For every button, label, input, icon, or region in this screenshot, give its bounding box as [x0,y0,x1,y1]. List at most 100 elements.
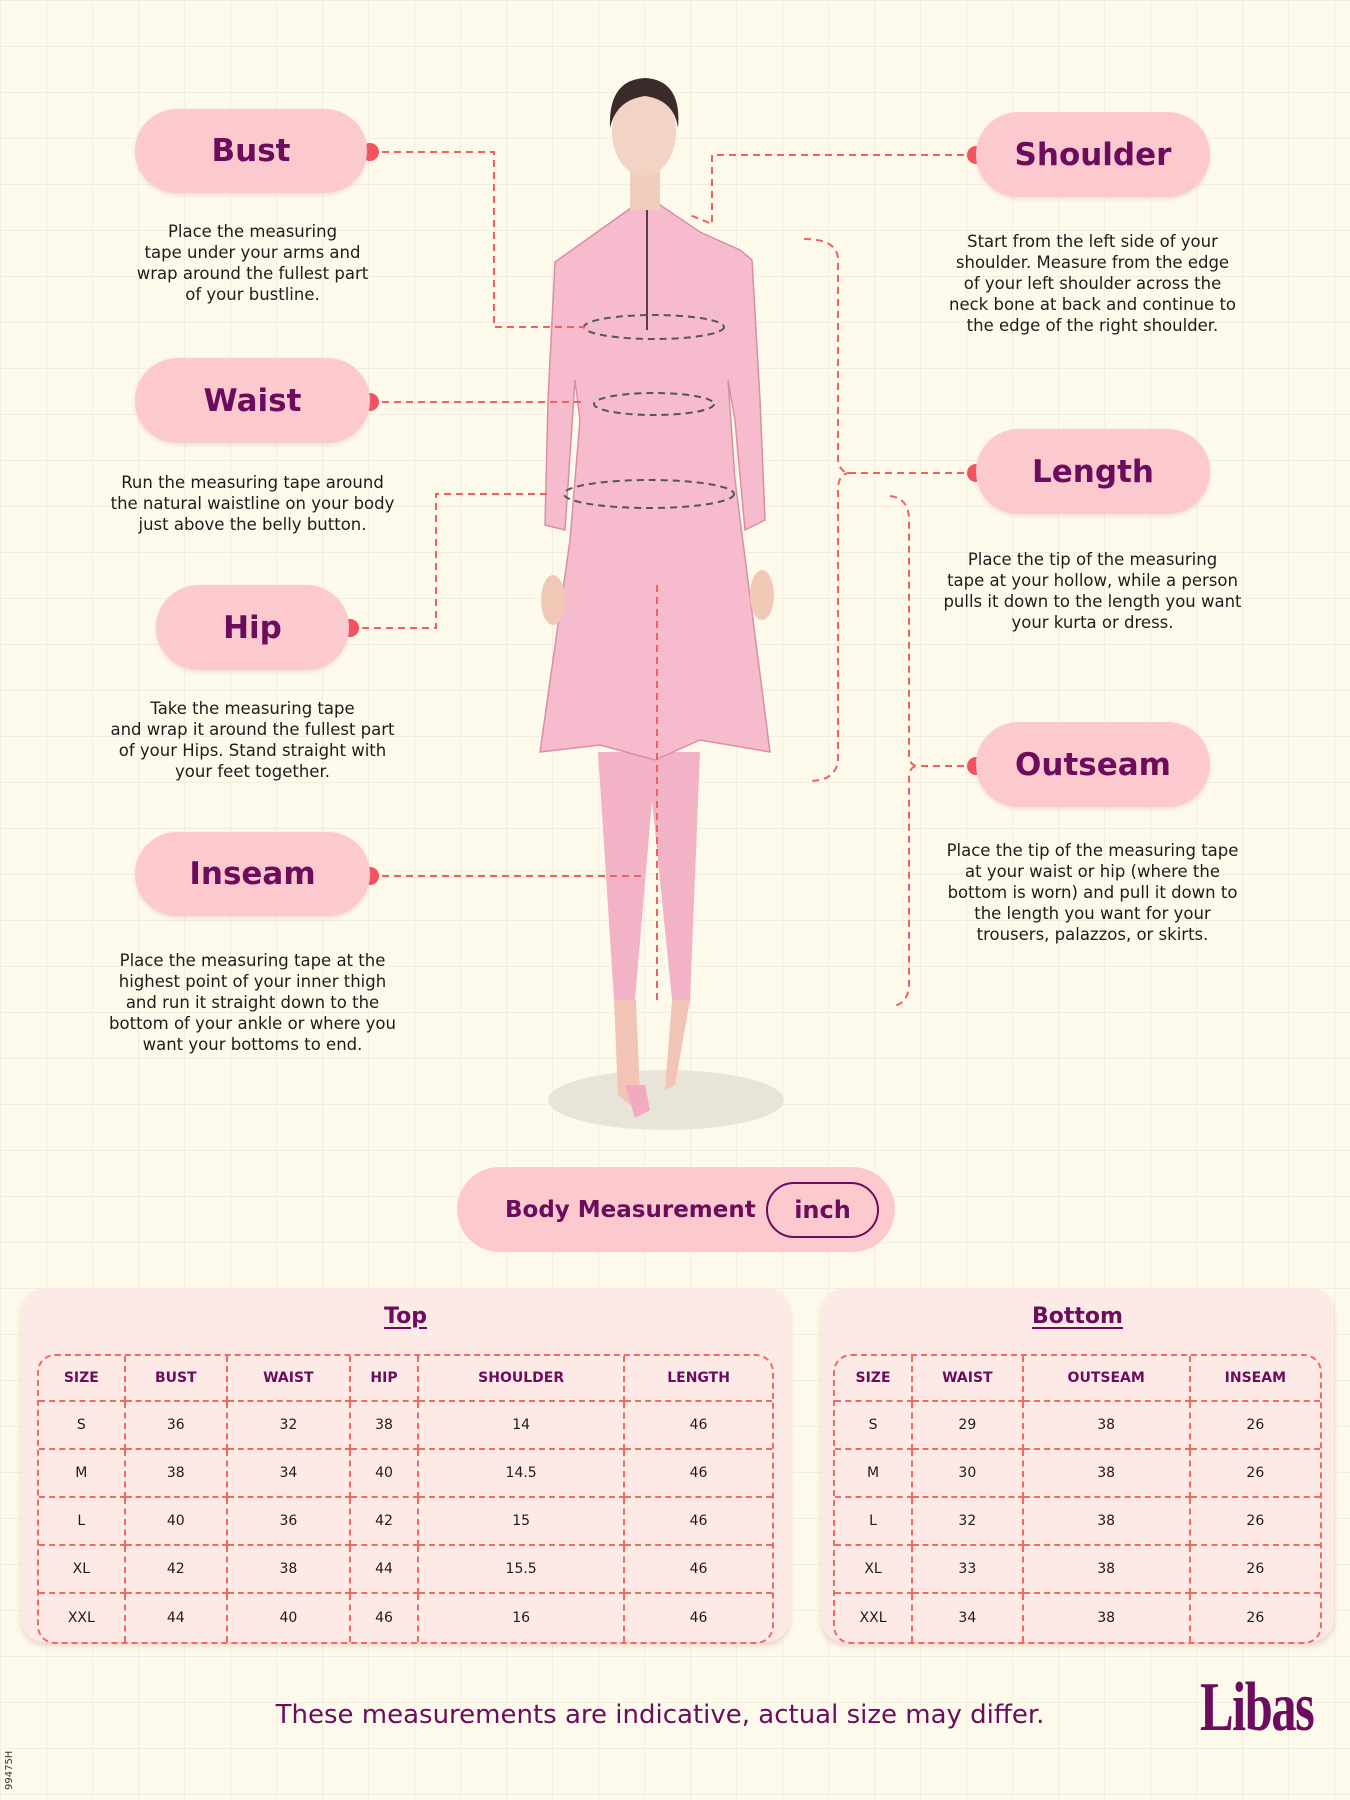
column-header: INSEAM [1190,1356,1320,1402]
desc-line: your kurta or dress. [1011,613,1174,632]
table-cell: 44 [350,1546,420,1594]
table-row: XXL 34 38 26 [835,1594,1320,1642]
table-row: L 40 36 42 15 46 [39,1498,772,1546]
desc-line: your feet together. [175,762,330,781]
table-cell: S [39,1402,126,1450]
table-cell: 34 [913,1594,1024,1642]
table-cell: 46 [625,1450,772,1498]
hip-label: Hip [156,585,349,670]
table-cell: 32 [227,1402,351,1450]
desc-line: the natural waistline on your body [110,494,395,513]
body-measurement-label: Body Measurement [505,1196,756,1223]
table-cell: 46 [351,1594,420,1642]
table-cell: 42 [350,1498,420,1546]
table-cell: 40 [125,1498,228,1546]
desc-line: at your waist or hip (where the [965,862,1220,881]
table-cell: S [835,1402,914,1450]
inseam-description: Place the measuring tape at the highest p… [90,950,415,1055]
desc-line: the length you want for your [974,904,1211,923]
column-header: OUTSEAM [1023,1356,1191,1402]
table-row: M 38 34 40 14.5 46 [39,1450,772,1498]
table-cell: L [39,1498,126,1546]
table-header-row: SIZE BUST WAIST HIP SHOULDER LENGTH [39,1356,772,1402]
desc-line: Start from the left side of your [967,232,1218,251]
table-cell: 38 [227,1546,351,1594]
table-cell: 38 [1023,1402,1191,1450]
table-cell: 26 [1246,1610,1265,1626]
desc-line: tape under your arms and [144,243,361,262]
table-cell: 36 [227,1498,351,1546]
table-cell: XL [39,1546,126,1594]
table-cell: 40 [228,1594,351,1642]
bust-label: Bust [135,109,367,193]
desc-line: Place the tip of the measuring [967,550,1218,569]
outseam-description: Place the tip of the measuring tape at yo… [925,840,1260,945]
table-cell: L [835,1498,914,1546]
table-cell: 38 [125,1450,228,1498]
table-cell: 46 [625,1402,772,1450]
column-header: BUST [125,1356,228,1402]
desc-line: want your bottoms to end. [142,1035,363,1054]
desc-line: pulls it down to the length you want [943,592,1242,611]
table-header-row: SIZE WAIST OUTSEAM INSEAM [835,1356,1320,1402]
table-row: XL 33 38 26 [835,1546,1320,1594]
length-label: Length [976,429,1210,514]
libas-logo: Libas [1200,1669,1315,1746]
table-row: L 32 38 26 [835,1498,1320,1546]
column-header: HIP [350,1356,420,1402]
table-row: M 30 38 26 [835,1450,1320,1498]
top-size-table: SIZE BUST WAIST HIP SHOULDER LENGTH S 36 32 38 14 4… [37,1354,774,1644]
unit-toggle-inch[interactable]: inch [766,1182,879,1238]
desc-line: tape at your hollow, while a person [947,571,1238,590]
table-row: XL 42 38 44 15.5 46 [39,1546,772,1594]
table-cell: XXL [835,1594,914,1642]
desc-line: bottom is worn) and pull it down to [947,883,1238,902]
desc-line: of your Hips. Stand straight with [118,741,387,760]
desc-line: Take the measuring tape [150,699,355,718]
shoulder-description: Start from the left side of your shoulder… [930,231,1255,336]
table-cell: 38 [1023,1546,1191,1594]
desc-line: bottom of your ankle or where you [109,1014,396,1033]
table-cell: 14.5 [419,1450,626,1498]
desc-line: and run it straight down to the [125,993,380,1012]
shoulder-label: Shoulder [976,112,1210,197]
table-cell: 15.5 [419,1546,626,1594]
table-cell: 34 [227,1450,351,1498]
table-cell: 33 [913,1546,1024,1594]
table-cell: 38 [1023,1498,1191,1546]
table-cell: 26 [1190,1546,1320,1594]
waist-description: Run the measuring tape around the natural… [90,472,415,535]
hip-description: Take the measuring tape and wrap it aroun… [90,698,415,782]
table-cell: M [835,1450,914,1498]
table-row: XXL 44 40 46 16 46 [39,1594,772,1642]
bottom-size-table: SIZE WAIST OUTSEAM INSEAM S 29 38 26 M 30 38 26 L 32 3… [833,1354,1322,1644]
desc-line: Run the measuring tape around [121,473,384,492]
desc-line: trousers, palazzos, or skirts. [976,925,1209,944]
table-cell: M [39,1450,126,1498]
table-cell: 46 [625,1546,772,1594]
table-row: S 36 32 38 14 46 [39,1402,772,1450]
table-cell: 15 [419,1498,626,1546]
desc-line: neck bone at back and continue to [948,295,1237,314]
table-cell: 38 [1023,1450,1191,1498]
desc-line: just above the belly button. [138,515,367,534]
inseam-label: Inseam [135,832,370,916]
table-cell: XL [835,1546,914,1594]
bottom-table-title: Bottom [1032,1304,1123,1329]
table-cell: 42 [125,1546,228,1594]
table-cell: 26 [1190,1450,1320,1498]
column-header: SIZE [835,1356,914,1402]
desc-line: wrap around the fullest part [136,264,369,283]
table-cell: 46 [689,1610,708,1626]
model-figure [539,78,774,1118]
desc-line: highest point of your inner thigh [118,972,387,991]
column-header: SHOULDER [419,1356,626,1402]
table-cell: 44 [126,1594,228,1642]
desc-line: the edge of the right shoulder. [966,316,1219,335]
desc-line: of your left shoulder across the [963,274,1222,293]
top-table-title: Top [384,1304,427,1329]
top-size-card: Top SIZE BUST WAIST HIP SHOULDER LENGTH S 36 32 3… [21,1288,790,1644]
table-row: S 29 38 26 [835,1402,1320,1450]
table-cell: 38 [350,1402,420,1450]
